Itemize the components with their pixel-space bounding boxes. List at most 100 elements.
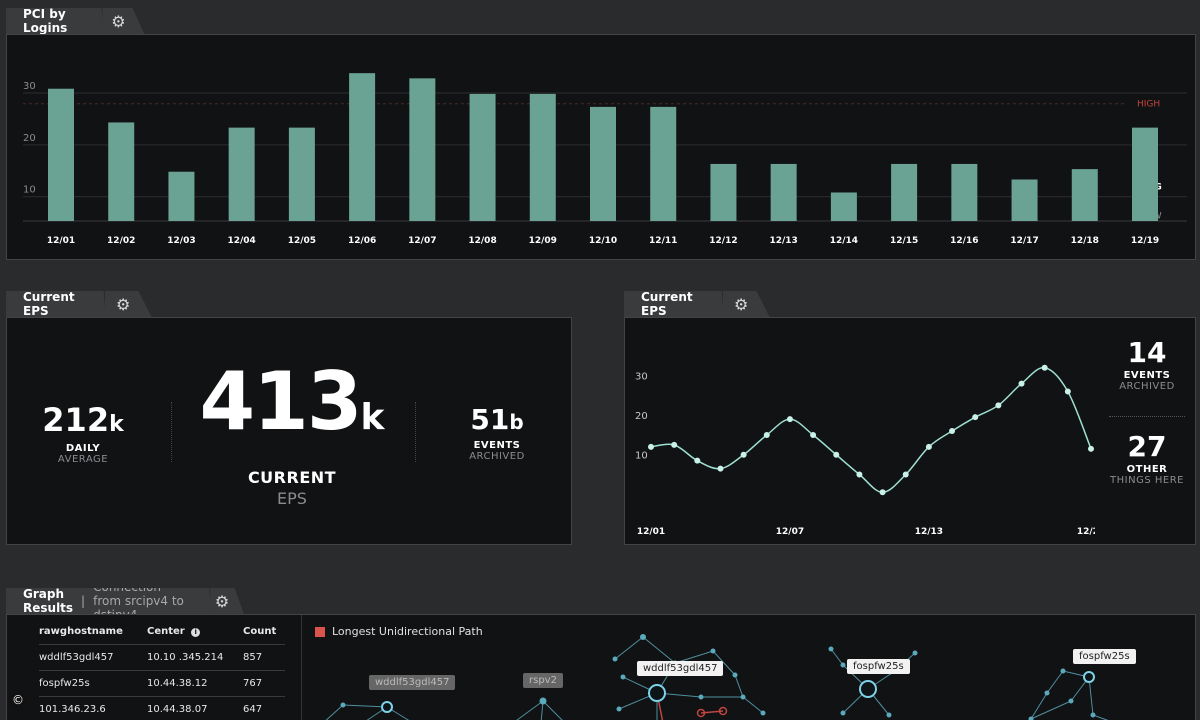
y-tick-label: 10 [635,451,648,462]
divider [301,615,302,720]
stat1-label: EVENTS [1123,370,1171,381]
x-tick-label: 12/19 [1131,236,1159,246]
data-point [763,431,770,438]
daily-unit: k [109,412,124,437]
y-tick-label: 20 [635,411,648,422]
other-things-stat: 27 OTHER THINGS HERE [1105,430,1189,486]
divider [415,402,416,462]
graph-tabbar: Graph Results | Connection from srcipv4 … [6,588,244,614]
graph-nodes[interactable] [340,634,1096,720]
x-tick-label: 12/16 [950,236,978,246]
x-tick-label: 12/17 [1010,236,1038,246]
bar [48,88,74,221]
bar [710,163,737,221]
pci-tabbar: PCI by Logins ⚙ [6,8,145,34]
longest-path-nodes [696,706,728,718]
bar [409,78,436,221]
table-row[interactable]: 101.346.23.6 10.44.38.07 647 [39,696,285,720]
x-tick-label: 12/08 [468,236,496,246]
table-cell: 10.10 .345.214 [147,644,243,671]
threshold-label-high: HIGH [1137,100,1160,110]
network-graph[interactable] [303,615,1193,720]
table-row[interactable]: wddlf53gdl457 10.10 .345.214 857 [39,644,285,671]
graph-tab-title[interactable]: Graph Results | Connection from srcipv4 … [6,588,211,614]
stat2-label: OTHER [1126,464,1168,475]
node-label[interactable]: rspv2 [523,673,563,688]
node-label[interactable]: wddlf53gdl457 [637,661,724,676]
stat1-value: 14 [1127,336,1167,369]
column-header[interactable]: Count [243,619,285,645]
data-point [879,489,886,496]
daily-sublabel: AVERAGE [57,454,109,465]
x-tick-label: 12/13 [915,527,943,537]
table-cell: 647 [243,696,285,720]
table-cell: fospfw25s [39,670,147,697]
node-label[interactable]: fospfw25s [1073,649,1136,664]
column-header[interactable]: rawghostname [39,619,147,645]
stat1-sublabel: ARCHIVED [1119,381,1175,392]
bar [349,73,376,221]
bar [228,127,255,221]
data-point [1064,388,1071,395]
daily-average-stat: 212k DAILY AVERAGE [33,402,133,465]
gear-icon[interactable]: ⚙ [102,8,145,34]
table-cell: 10.44.38.07 [147,696,243,720]
pci-tab-title[interactable]: PCI by Logins [6,8,103,34]
data-point [925,443,932,450]
node-label[interactable]: fospfw25s [847,659,910,674]
bar [891,163,918,221]
data-point [1018,380,1025,387]
events-unit: b [509,410,524,434]
graph-legend: Longest Unidirectional Path [315,625,483,638]
graph-separator: | [81,594,86,608]
x-tick-label: 12/13 [769,236,797,246]
x-tick-label: 12/06 [348,236,376,246]
bar [529,93,556,221]
node-label[interactable]: wddlf53gdl457 [369,675,456,690]
x-tick-label: 12/07 [776,527,804,537]
legend-label: Longest Unidirectional Path [332,625,483,638]
bar [168,171,195,221]
eps-line-box: 10 20 30 12/01 12/07 12/13 12/20 14 EVENTS ARC… [624,317,1196,545]
data-point [740,451,747,458]
table-cell: 767 [243,670,285,697]
pci-bar-chart: 102030HIGHAVGLOW12/0112/0212/0312/0412/0… [23,73,1187,246]
data-point [856,471,863,478]
bar [108,122,135,221]
x-tick-label: 12/03 [167,236,195,246]
data-point [786,416,793,423]
gear-icon[interactable]: ⚙ [104,291,152,317]
x-tick-label: 12/11 [649,236,677,246]
x-tick-label: 12/14 [830,236,858,246]
eps-tabbar: Current EPS ⚙ [6,291,152,317]
events-archived-stat-2: 14 EVENTS ARCHIVED [1105,336,1189,392]
x-tick-label: 12/01 [47,236,75,246]
x-tick-label: 12/09 [529,236,557,246]
x-tick-label: 12/05 [288,236,316,246]
gear-icon[interactable]: ⚙ [210,588,244,614]
eps-tab-title[interactable]: Current EPS [6,291,106,317]
graph-title: Graph Results [23,587,74,615]
pci-chart-box: 102030HIGHAVGLOW12/0112/0212/0312/0412/0… [6,34,1196,260]
bar [1071,169,1098,221]
stat2-sublabel: THINGS HERE [1110,475,1184,486]
bar [288,127,315,221]
x-tick-label: 12/15 [890,236,918,246]
gear-icon[interactable]: ⚙ [722,291,770,317]
stat2-value: 27 [1127,430,1167,463]
current-unit: k [360,397,385,438]
table-row[interactable]: fospfw25s 10.44.38.12 767 [39,670,285,697]
bar [1132,127,1158,221]
x-tick-label: 12/18 [1071,236,1099,246]
eps-line-tab-title[interactable]: Current EPS [624,291,724,317]
data-point [648,443,654,450]
data-point [1041,364,1048,371]
bar [951,163,978,221]
data-point [694,457,701,464]
info-icon[interactable]: i [191,628,201,637]
current-eps-stat: 413k CURRENT EPS [197,358,387,509]
table-cell: 10.44.38.12 [147,670,243,697]
column-header[interactable]: Center i [147,619,243,645]
eps-stats-box: 212k DAILY AVERAGE 413k CURRENT EPS 51b … [6,317,572,545]
divider [171,402,172,462]
